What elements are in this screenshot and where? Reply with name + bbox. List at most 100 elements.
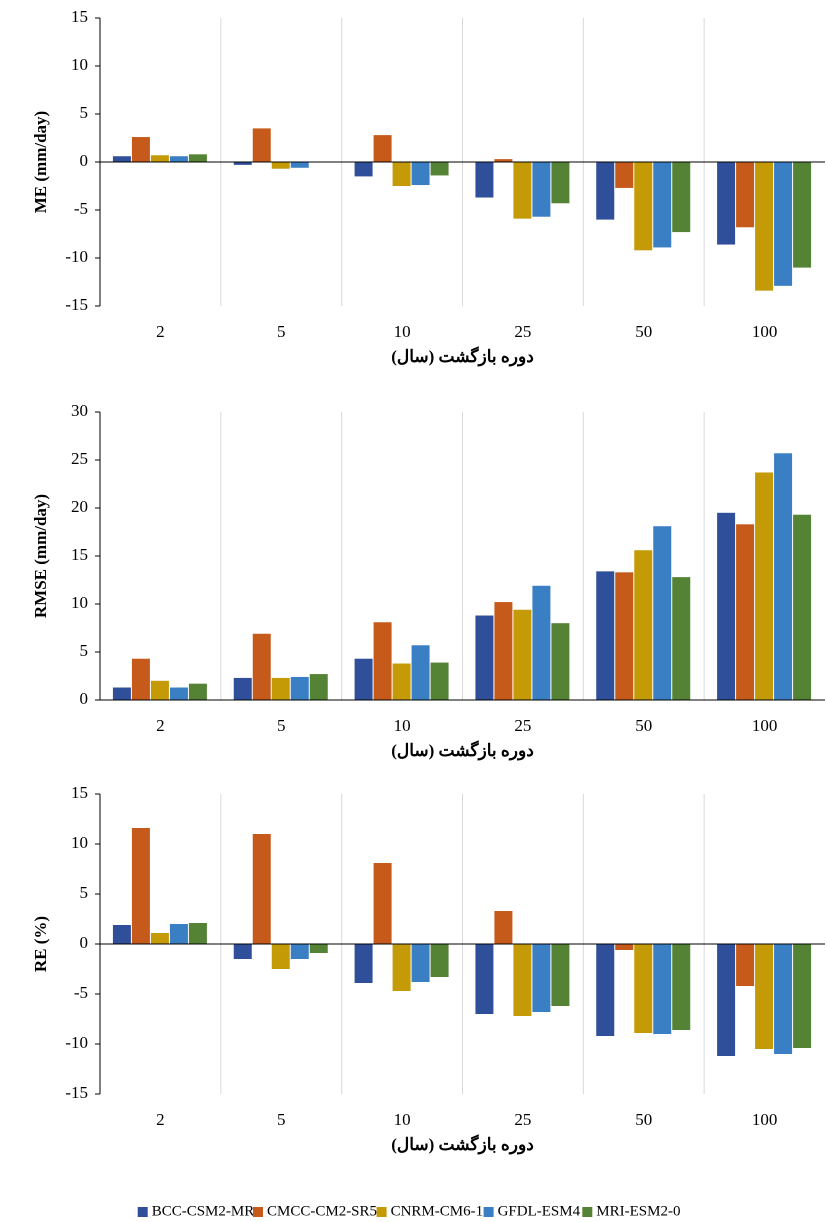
y-tick-label: -15 (65, 295, 88, 314)
bar (475, 615, 494, 700)
bar (131, 658, 150, 700)
y-axis-title: ME (mm/day) (31, 111, 50, 213)
y-axis-title: RE (%) (31, 916, 50, 972)
y-tick-label: 5 (80, 883, 89, 902)
bar (150, 933, 169, 944)
bar (131, 137, 150, 162)
y-tick-label: -5 (74, 199, 88, 218)
bar (392, 944, 411, 991)
bar (290, 676, 309, 700)
legend-swatch (483, 1207, 494, 1217)
bar (551, 944, 570, 1006)
x-axis-title: دوره بازگشت (سال) (391, 740, 534, 761)
x-tick-label: 100 (752, 322, 778, 341)
legend-label: CNRM-CM6-1 (391, 1203, 484, 1219)
bar (475, 944, 494, 1014)
bar (188, 683, 207, 700)
bar (653, 162, 672, 248)
bar (653, 526, 672, 700)
y-tick-label: -10 (65, 1033, 88, 1052)
x-axis-title: دوره بازگشت (سال) (391, 346, 534, 367)
bar (271, 162, 290, 169)
legend-swatch (137, 1207, 148, 1217)
bar (634, 162, 653, 251)
bar (774, 944, 793, 1054)
bar (532, 162, 551, 217)
y-tick-label: -5 (74, 983, 88, 1002)
bar (755, 162, 774, 291)
bar (373, 135, 392, 162)
bar (188, 923, 207, 944)
y-tick-label: 15 (71, 545, 88, 564)
bar (672, 162, 691, 233)
x-tick-label: 50 (635, 322, 652, 341)
bar (392, 663, 411, 700)
y-tick-label: 0 (80, 151, 89, 170)
bar (717, 944, 736, 1056)
legend-label: CMCC-CM2-SR5 (267, 1203, 377, 1219)
y-tick-label: -10 (65, 247, 88, 266)
bar (354, 658, 373, 700)
y-tick-label: -15 (65, 1083, 88, 1102)
bar (309, 944, 328, 953)
bar (615, 572, 634, 700)
bar (774, 162, 793, 286)
x-tick-label: 5 (277, 716, 286, 735)
y-tick-label: 30 (71, 401, 88, 420)
y-tick-label: 5 (80, 103, 89, 122)
bar (634, 550, 653, 700)
bar (717, 512, 736, 700)
bar (233, 162, 252, 165)
bar (169, 687, 188, 700)
bar (233, 944, 252, 959)
bar (615, 162, 634, 188)
bar (430, 944, 449, 977)
bar (774, 453, 793, 700)
bar (717, 162, 736, 245)
legend-swatch (376, 1207, 387, 1217)
legend-swatch (582, 1207, 593, 1217)
bar (475, 162, 494, 198)
bar (131, 828, 150, 944)
bar (112, 687, 131, 700)
bar (373, 863, 392, 944)
y-tick-label: 15 (71, 7, 88, 26)
bar (551, 162, 570, 204)
bar (392, 162, 411, 186)
bar (672, 944, 691, 1030)
bar (615, 944, 634, 950)
bar (411, 162, 430, 186)
y-tick-label: 0 (80, 689, 89, 708)
bar (411, 645, 430, 700)
x-tick-label: 10 (394, 322, 411, 341)
y-tick-label: 25 (71, 449, 88, 468)
x-tick-label: 2 (156, 716, 165, 735)
bar (354, 944, 373, 983)
bar (271, 677, 290, 700)
y-tick-label: 10 (71, 55, 88, 74)
bar (634, 944, 653, 1033)
bar (150, 680, 169, 700)
x-tick-label: 25 (514, 1110, 531, 1129)
y-tick-label: 10 (71, 593, 88, 612)
bar (736, 944, 755, 986)
bar (411, 944, 430, 982)
bar (793, 514, 812, 700)
y-tick-label: 15 (71, 783, 88, 802)
bar (793, 944, 812, 1048)
bar (596, 162, 615, 220)
bar (793, 162, 812, 268)
bar (112, 925, 131, 944)
y-tick-label: 20 (71, 497, 88, 516)
bar (430, 162, 449, 176)
legend-swatch (253, 1207, 263, 1217)
bar (233, 677, 252, 700)
x-tick-label: 2 (156, 1110, 165, 1129)
x-tick-label: 5 (277, 322, 286, 341)
y-axis-title: RMSE (mm/day) (31, 494, 50, 618)
bar (532, 585, 551, 700)
y-tick-label: 0 (80, 933, 89, 952)
x-axis-title: دوره بازگشت (سال) (391, 1134, 534, 1155)
x-tick-label: 10 (394, 1110, 411, 1129)
